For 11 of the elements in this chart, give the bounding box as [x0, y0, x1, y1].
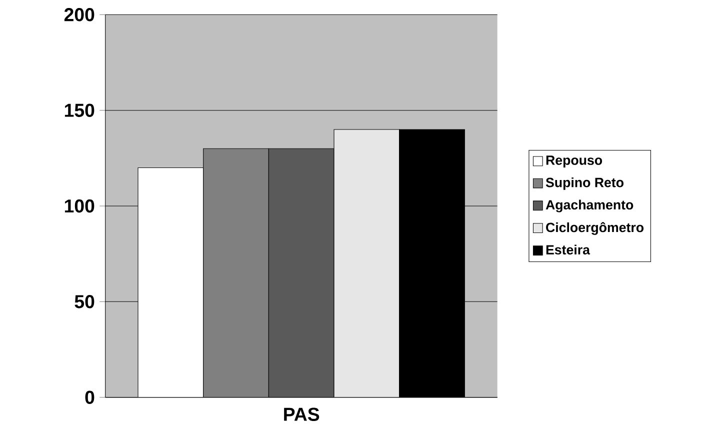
legend-label: Repouso: [546, 156, 602, 168]
legend-label: Agachamento: [546, 200, 634, 212]
y-tick-label: 0: [85, 390, 94, 404]
y-tick-label: 50: [74, 295, 94, 308]
legend-label: Supino Reto: [546, 178, 624, 190]
y-tick-label: 200: [64, 8, 94, 22]
y-tick-label: 150: [64, 104, 94, 118]
y-tick-label: 100: [64, 200, 94, 213]
legend-label: Esteira: [546, 244, 590, 255]
x-tick-label: PAS: [284, 408, 320, 422]
legend-label: Cicloergômetro: [546, 222, 644, 236]
